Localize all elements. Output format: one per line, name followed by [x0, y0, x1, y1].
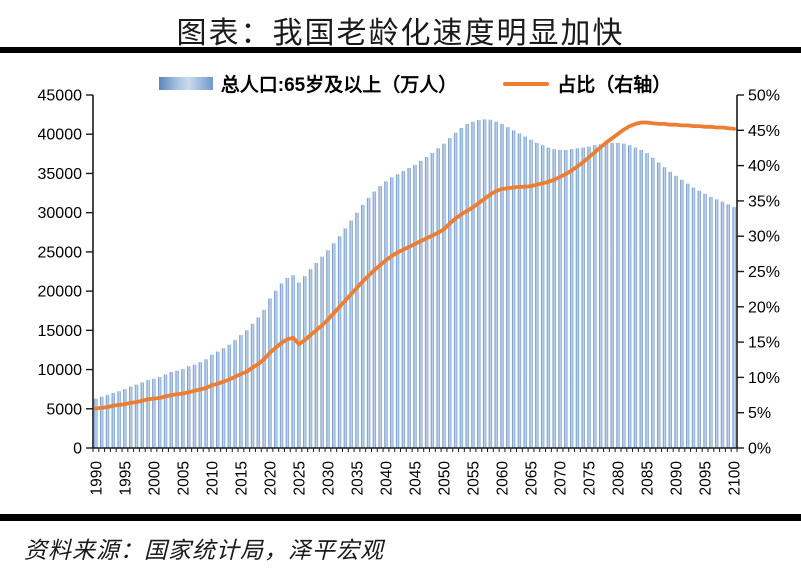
svg-text:2035: 2035: [349, 461, 366, 495]
svg-text:30000: 30000: [38, 205, 83, 222]
bar-series-swatch-icon: [158, 77, 213, 90]
svg-text:0: 0: [73, 441, 82, 458]
svg-text:5000: 5000: [46, 401, 82, 418]
svg-text:20000: 20000: [38, 284, 83, 301]
svg-text:1995: 1995: [117, 461, 134, 495]
bottom-divider: [0, 514, 801, 521]
left-axis-labels: 0 5000 10000 15000 20000 25000 30000 35000 40000…: [38, 88, 93, 458]
svg-text:45%: 45%: [748, 123, 780, 140]
svg-text:25%: 25%: [748, 264, 780, 281]
svg-text:2070: 2070: [553, 461, 570, 496]
bar-series: [94, 119, 736, 449]
svg-text:2015: 2015: [233, 461, 250, 495]
x-axis-labels: 1990 1995 2000 2005 2010 2015 2020 2025 2030 2035…: [88, 461, 743, 496]
svg-text:35%: 35%: [748, 193, 780, 210]
svg-text:5%: 5%: [748, 405, 771, 422]
svg-text:2045: 2045: [408, 461, 425, 495]
svg-text:20%: 20%: [748, 299, 780, 316]
svg-text:2010: 2010: [204, 461, 221, 496]
svg-text:2095: 2095: [698, 461, 715, 495]
svg-text:2020: 2020: [262, 461, 279, 496]
svg-text:15%: 15%: [748, 335, 780, 352]
bar-series-label: 总人口:65岁及以上（万人）: [220, 75, 458, 96]
svg-text:2085: 2085: [640, 461, 657, 495]
svg-text:15000: 15000: [38, 323, 83, 340]
svg-text:2050: 2050: [437, 461, 454, 496]
svg-text:0%: 0%: [748, 441, 771, 458]
line-series-label: 占比（右轴）: [557, 75, 672, 96]
svg-text:50%: 50%: [748, 88, 780, 105]
right-axis-labels: 0% 5% 10% 15% 20% 25% 30% 35% 40% 45% 50%: [737, 88, 780, 458]
svg-text:2080: 2080: [611, 461, 628, 496]
svg-text:2025: 2025: [291, 461, 308, 495]
svg-text:45000: 45000: [38, 88, 83, 105]
x-minor-ticks: [92, 448, 738, 452]
svg-text:25000: 25000: [38, 244, 83, 261]
svg-text:2000: 2000: [146, 461, 163, 496]
svg-text:40%: 40%: [748, 158, 780, 175]
svg-text:2090: 2090: [669, 461, 686, 496]
svg-text:2060: 2060: [495, 461, 512, 496]
top-divider: [0, 47, 801, 53]
aging-population-chart: 0 5000 10000 15000 20000 25000 30000 35000 40000…: [38, 88, 781, 496]
svg-text:1990: 1990: [88, 461, 105, 496]
ratio-line-series: [94, 120, 736, 411]
svg-text:2100: 2100: [727, 461, 744, 496]
svg-text:2055: 2055: [466, 461, 483, 495]
svg-text:2040: 2040: [378, 461, 395, 496]
svg-text:2030: 2030: [320, 461, 337, 496]
legend-item-population: 总人口:65岁及以上（万人）: [158, 70, 458, 97]
legend: 总人口:65岁及以上（万人） 占比（右轴）: [93, 70, 737, 97]
line-series-swatch-icon: [503, 81, 550, 86]
svg-text:30%: 30%: [748, 229, 780, 246]
svg-text:35000: 35000: [38, 166, 83, 183]
svg-text:10000: 10000: [38, 362, 83, 379]
svg-text:2005: 2005: [175, 461, 192, 495]
source-note: 资料来源：国家统计局，泽平宏观: [24, 538, 384, 563]
svg-text:2075: 2075: [582, 461, 599, 495]
svg-text:10%: 10%: [748, 370, 780, 387]
svg-text:2065: 2065: [524, 461, 541, 495]
legend-item-ratio: 占比（右轴）: [503, 70, 671, 97]
svg-text:40000: 40000: [38, 127, 83, 144]
chart-title: 图表：我国老龄化速度明显加快: [176, 17, 625, 50]
